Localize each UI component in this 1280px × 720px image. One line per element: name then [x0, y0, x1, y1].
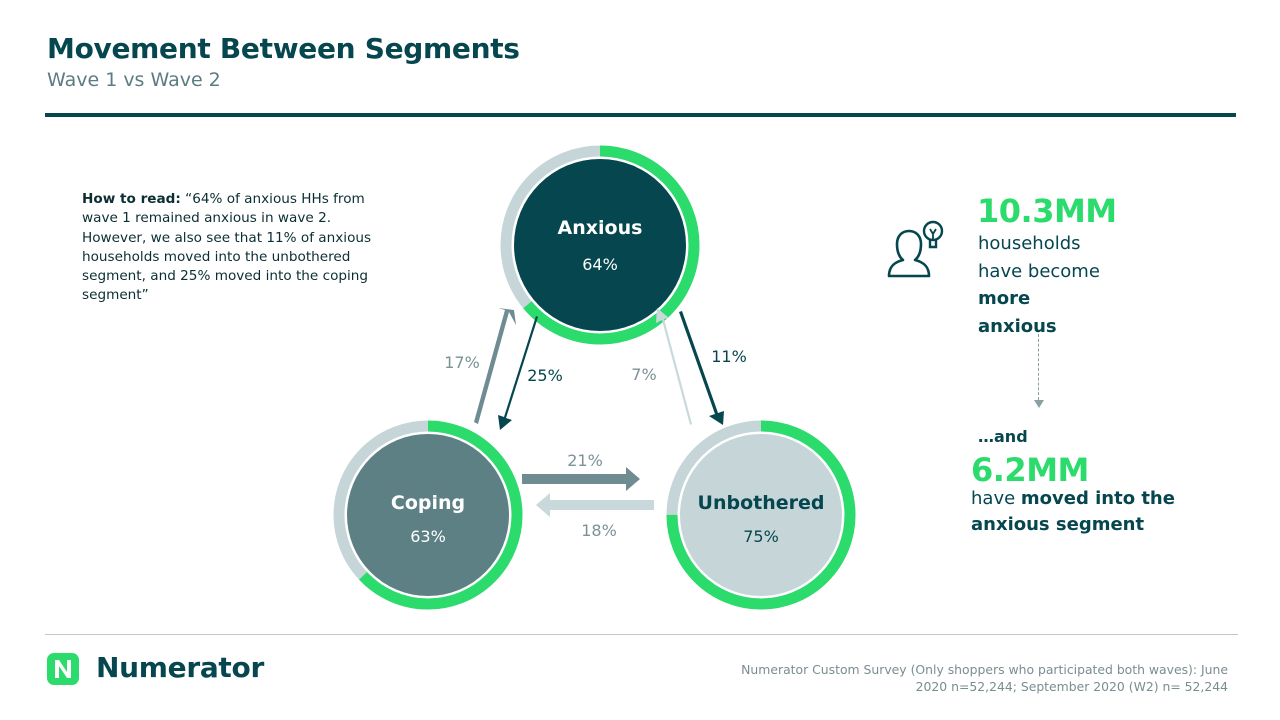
segment-unbothered-pct: 75%: [743, 527, 779, 546]
flow-arrow-unbothered-to-coping-head: [536, 493, 550, 517]
flow-arrow-coping-to-unbothered-head: [626, 467, 640, 491]
source-line-2: 2020 n=52,244; September 2020 (W2) n= 52…: [915, 679, 1228, 694]
flow-label-coping-to-unbothered: 21%: [567, 451, 603, 470]
brand-name: Numerator: [96, 651, 264, 684]
stat-more-anxious-line2: have become: [978, 260, 1100, 282]
footer-divider: [45, 634, 1238, 635]
flow-arrow-coping-to-anxious: [474, 308, 516, 424]
how-to-read-text: “64% of anxious HHs from wave 1 remained…: [82, 191, 372, 304]
stat-more-anxious-bold2: anxious: [978, 315, 1057, 337]
connector-arrow-head: [1034, 400, 1044, 408]
flow-arrow-anxious-to-coping: [498, 316, 538, 430]
stat-more-anxious-value: 10.3MM: [977, 192, 1117, 230]
segment-coping-circle: [347, 434, 509, 596]
source-note: Numerator Custom Survey (Only shoppers w…: [688, 661, 1228, 695]
page-title: Movement Between Segments: [47, 32, 520, 65]
stat-more-anxious-text: households have become more anxious: [978, 230, 1100, 340]
flow-arrow-unbothered-to-coping: [536, 493, 654, 517]
flow-label-coping-to-anxious: 17%: [444, 353, 480, 372]
segment-flow-diagram: Anxious 64% Coping 63% Unbothered 75% 17…: [333, 145, 856, 610]
segment-anxious-ring: [500, 145, 700, 345]
how-to-read-note: How to read: “64% of anxious HHs from wa…: [82, 190, 392, 306]
person-lightbulb-icon: [887, 220, 944, 278]
flow-arrow-coping-to-unbothered: [522, 467, 640, 491]
segment-anxious-circle: [514, 159, 686, 331]
stat-moved-into-value: 6.2MM: [971, 451, 1089, 489]
stat-moved-into-text: have moved into the anxious segment: [971, 486, 1175, 538]
segment-unbothered-name: Unbothered: [698, 492, 825, 514]
flow-arrow-unbothered-to-coping-shaft: [550, 500, 654, 510]
segment-coping: Coping 63%: [333, 420, 523, 610]
segment-coping-name: Coping: [391, 492, 465, 514]
connector-dashed-line: [1038, 334, 1039, 400]
stat-moved-into-line1: have moved into the: [971, 488, 1175, 509]
how-to-read-label: How to read:: [82, 191, 181, 207]
source-line-1: Numerator Custom Survey (Only shoppers w…: [741, 662, 1228, 677]
connector-and-text: …and: [978, 427, 1028, 446]
flow-arrow-coping-to-unbothered-shaft: [522, 474, 626, 484]
segment-unbothered-circle: [680, 434, 842, 596]
flow-arrow-anxious-to-unbothered: [679, 311, 724, 425]
segment-coping-ring: [333, 420, 523, 610]
header-divider: [45, 113, 1236, 117]
segment-coping-pct: 63%: [410, 527, 446, 546]
stat-more-anxious-line1: households: [978, 233, 1081, 254]
stat-moved-into-line2: anxious segment: [971, 514, 1145, 535]
numerator-logo-icon: [47, 653, 79, 685]
segment-unbothered: Unbothered 75%: [666, 420, 856, 610]
segment-unbothered-ring: [666, 420, 856, 610]
flow-arrow-unbothered-to-anxious: [656, 308, 692, 425]
page-subtitle: Wave 1 vs Wave 2: [47, 69, 221, 91]
flow-label-unbothered-to-anxious: 7%: [631, 365, 656, 384]
segment-anxious-name: Anxious: [558, 217, 643, 239]
segment-anxious-pct: 64%: [582, 255, 618, 274]
flow-label-anxious-to-unbothered: 11%: [711, 347, 747, 366]
stat-more-anxious-bold1: more: [978, 288, 1031, 309]
flow-label-anxious-to-coping: 25%: [527, 366, 563, 385]
segment-anxious: Anxious 64%: [500, 145, 700, 345]
flow-label-unbothered-to-coping: 18%: [581, 521, 617, 540]
